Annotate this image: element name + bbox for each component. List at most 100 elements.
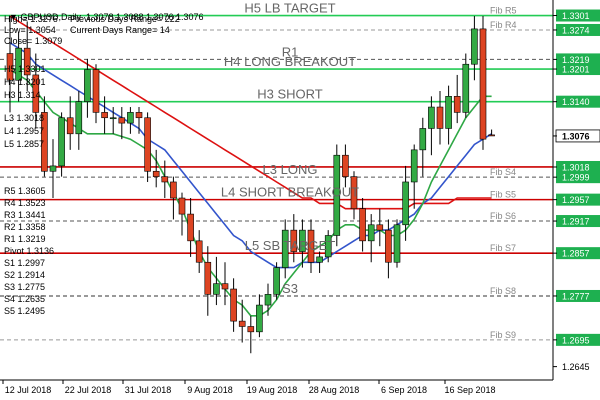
candle (204, 246, 212, 316)
candle-body (256, 304, 263, 333)
price-tag (556, 63, 600, 76)
pivot-r4: R4 1.3523 (4, 198, 46, 208)
price-tick-label: 1.2957 (562, 195, 590, 205)
candle-body (350, 176, 358, 210)
candle-body (264, 294, 272, 306)
candle-body (32, 74, 40, 113)
candle (299, 219, 306, 268)
curr-range-readout: Current Days Range= 14 (70, 25, 170, 35)
candle-body (109, 117, 117, 120)
h4-readout: H4 1.3201 (4, 77, 46, 87)
candle (144, 112, 151, 182)
candle-body (41, 112, 48, 172)
candle-body (333, 154, 341, 236)
candle-body (49, 165, 57, 172)
price-tick-label: 1.3201 (562, 65, 590, 75)
candle-body (402, 181, 409, 226)
candle-body (144, 117, 151, 172)
price-tick-label: 1.2917 (562, 217, 590, 227)
candle (152, 149, 160, 188)
candle-body (385, 229, 392, 263)
price-tag (556, 171, 600, 184)
fib-label: Fib S9 (490, 330, 516, 340)
candle-body (367, 224, 375, 242)
fib-label: Fib S6 (490, 211, 516, 221)
candle (316, 251, 323, 273)
time-tick-label: 16 Sep 2018 (444, 385, 495, 395)
candle-body (393, 224, 401, 263)
pivot-main: Pivot 1.3136 (4, 246, 55, 256)
l4-readout: L4 1.2957 (4, 126, 45, 136)
price-tag (556, 53, 600, 66)
pivot-s4: S4 1.2635 (4, 294, 46, 304)
pivot-r1: R1 1.3219 (4, 234, 46, 244)
candle-body (58, 117, 65, 167)
candle-body (161, 176, 169, 183)
candle (350, 171, 358, 220)
fib-label: Fib R5 (490, 6, 517, 16)
price-axis: 1.2645 1.2695 1.2777 1.2857 1.2917 1.2957 1.29… (553, 9, 600, 372)
candle-body (195, 240, 203, 263)
candle-body (75, 101, 83, 135)
l3-readout: L3 1.3018 (4, 113, 45, 123)
price-tag (556, 289, 600, 302)
level-label: H4 LONG BREAKOUT (224, 54, 356, 69)
candle-body (118, 117, 126, 124)
prev-range-readout: Previous Days Range= 222 (70, 14, 180, 24)
candle (92, 64, 100, 124)
candle-body (324, 235, 332, 258)
candle-body (462, 63, 470, 113)
candle (445, 85, 452, 145)
candle-body (307, 229, 315, 263)
candle-body (135, 112, 143, 119)
time-tick-label: 12 Jul 2018 (5, 385, 52, 395)
candle-body (436, 106, 444, 129)
candle (161, 160, 169, 199)
pivot-s1: S1 1.2997 (4, 258, 46, 268)
collapse-arrow-icon[interactable]: ▼ (9, 12, 21, 22)
candle (488, 129, 495, 137)
fib-label: Fib S8 (490, 286, 516, 296)
price-tick-label: 1.3018 (562, 162, 590, 172)
price-tick-label: 1.2777 (562, 291, 590, 301)
price-tick-label: 1.2695 (562, 335, 590, 345)
price-tick-label: 1.2857 (562, 249, 590, 259)
candle (333, 144, 341, 247)
candle (385, 219, 392, 279)
price-tick-label: 1.2999 (562, 173, 590, 183)
candle-body (238, 320, 246, 327)
candle (290, 214, 298, 263)
candle (195, 230, 203, 273)
candle (6, 16, 14, 113)
candle-body (92, 69, 100, 113)
level-label: L5 SB TARGET (245, 238, 336, 253)
candle-body (471, 28, 478, 65)
level-label: L3 LONG (263, 162, 318, 177)
candle-body (419, 128, 427, 151)
candle-body (488, 134, 495, 137)
candle-body (23, 47, 31, 76)
candle-body (247, 326, 255, 333)
time-tick-label: 22 Jul 2018 (65, 385, 112, 395)
candle-body (359, 208, 366, 242)
low-readout: Low= 1.3054 (4, 25, 56, 35)
fib-label: Fib S5 (490, 190, 516, 200)
candle-body (66, 117, 74, 135)
candle-body (316, 256, 323, 263)
price-tag (556, 193, 600, 206)
candle (58, 112, 65, 177)
candle-body (152, 170, 160, 177)
candle-body (178, 197, 186, 215)
candle-body (170, 181, 177, 199)
candle (402, 165, 409, 241)
candle-body (290, 229, 298, 252)
fib-label: Fib S4 (490, 167, 516, 177)
candle (376, 208, 384, 247)
candle (264, 283, 272, 316)
price-tick-label: 1.3301 (562, 11, 590, 21)
candle (101, 96, 108, 134)
candle (471, 16, 478, 81)
candle (75, 90, 83, 150)
time-tick-label: 6 Sep 2018 (381, 385, 427, 395)
